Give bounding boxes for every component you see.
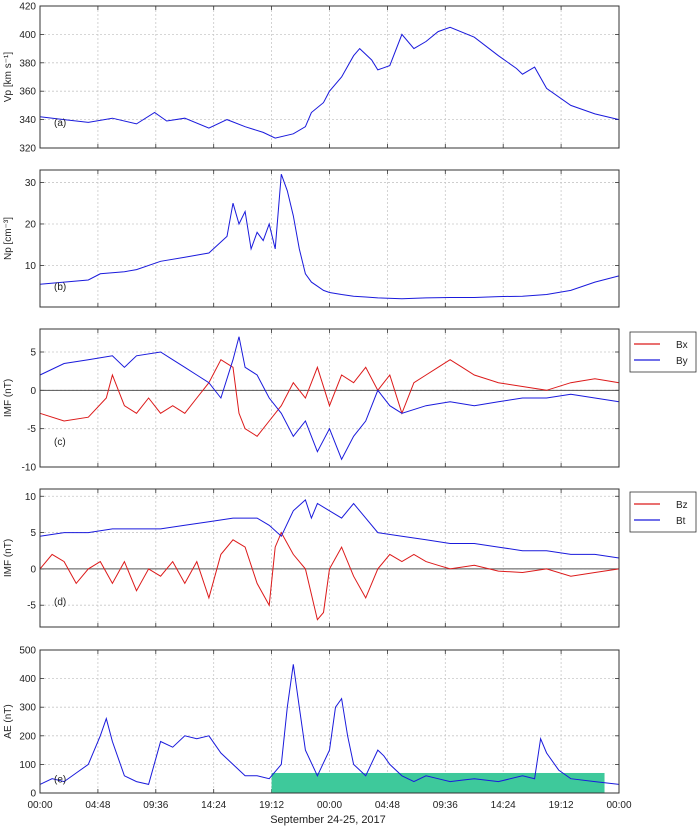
y-tick-label: -10 xyxy=(22,463,37,474)
legend-label: Bt xyxy=(676,516,686,527)
series-line-by xyxy=(39,336,620,461)
x-tick-label: 00:00 xyxy=(317,800,342,811)
plot-frame xyxy=(39,488,620,628)
y-axis-title: Vp [km s⁻¹] xyxy=(3,52,14,103)
panel-d: -5 0 5 10 (d) IMF (nT) Bz Bt xyxy=(3,488,697,628)
panel-c: -10 -5 0 5 (c) IMF (nT) Bx By xyxy=(3,328,697,474)
y-tick-label: -5 xyxy=(27,424,36,435)
y-tick-label: 380 xyxy=(19,58,36,69)
series-line xyxy=(39,174,620,300)
y-axis-title: IMF (nT) xyxy=(3,379,14,417)
y-tick-label: 200 xyxy=(19,731,36,742)
panel-a: 320 340 360 380 400 420 (a) Vp [km s⁻¹] xyxy=(3,2,620,155)
x-tick-label: 19:12 xyxy=(549,800,574,811)
x-tick-label: 09:36 xyxy=(143,800,168,811)
y-tick-label: 360 xyxy=(19,87,36,98)
legend-label: Bx xyxy=(676,340,688,351)
x-tick-label: 00:00 xyxy=(27,800,52,811)
panel-label: (b) xyxy=(54,282,66,293)
x-tick-label: 19:12 xyxy=(259,800,284,811)
y-tick-label: 0 xyxy=(30,386,36,397)
x-tick-label: 04:48 xyxy=(375,800,400,811)
legend-label: Bz xyxy=(676,500,688,511)
legend-label: By xyxy=(676,356,688,367)
y-tick-label: 420 xyxy=(19,2,36,13)
plot-frame xyxy=(39,5,620,149)
x-tick-label: 00:00 xyxy=(606,800,631,811)
y-tick-label: 0 xyxy=(30,789,36,800)
y-tick-label: 10 xyxy=(25,492,37,503)
panel-label: (d) xyxy=(54,597,66,608)
panel-label: (e) xyxy=(54,775,66,786)
y-tick-label: 20 xyxy=(25,219,37,230)
y-tick-label: 5 xyxy=(30,348,36,359)
series-line xyxy=(39,664,620,785)
y-tick-label: 30 xyxy=(25,178,37,189)
series-line-bt xyxy=(39,499,620,559)
series-line-bx xyxy=(39,358,620,437)
y-tick-label: 340 xyxy=(19,115,36,126)
y-tick-label: 100 xyxy=(19,760,36,771)
panel-b: 10 20 30 (b) Np [cm⁻³] xyxy=(3,169,620,308)
panel-label: (a) xyxy=(54,118,66,129)
panel-e: 0 100 200 300 400 500 (e) AE (nT) xyxy=(3,646,620,800)
panel-label: (c) xyxy=(54,437,66,448)
x-tick-label: 14:24 xyxy=(201,800,226,811)
x-tick-label: 04:48 xyxy=(85,800,110,811)
highlight-band xyxy=(271,772,605,793)
series-line xyxy=(39,26,620,139)
y-tick-label: 400 xyxy=(19,674,36,685)
y-tick-label: 500 xyxy=(19,646,36,657)
y-axis-title: AE (nT) xyxy=(3,704,14,738)
plot-frame xyxy=(39,328,620,468)
legend-box xyxy=(629,331,697,373)
series-line-bz xyxy=(39,531,620,621)
y-axis-title: Np [cm⁻³] xyxy=(3,217,14,260)
x-axis-title: September 24-25, 2017 xyxy=(270,814,386,826)
y-tick-label: 0 xyxy=(30,564,36,575)
y-tick-label: 5 xyxy=(30,528,36,539)
y-axis-title: IMF (nT) xyxy=(3,539,14,577)
plot-frame xyxy=(39,649,620,794)
x-tick-label: 14:24 xyxy=(491,800,516,811)
legend-box xyxy=(629,491,697,533)
y-tick-label: 320 xyxy=(19,144,36,155)
plot-frame xyxy=(39,169,620,308)
y-tick-label: 400 xyxy=(19,30,36,41)
y-tick-label: 10 xyxy=(25,261,37,272)
y-tick-label: 300 xyxy=(19,703,36,714)
y-tick-label: -5 xyxy=(27,601,36,612)
x-tick-label: 09:36 xyxy=(433,800,458,811)
